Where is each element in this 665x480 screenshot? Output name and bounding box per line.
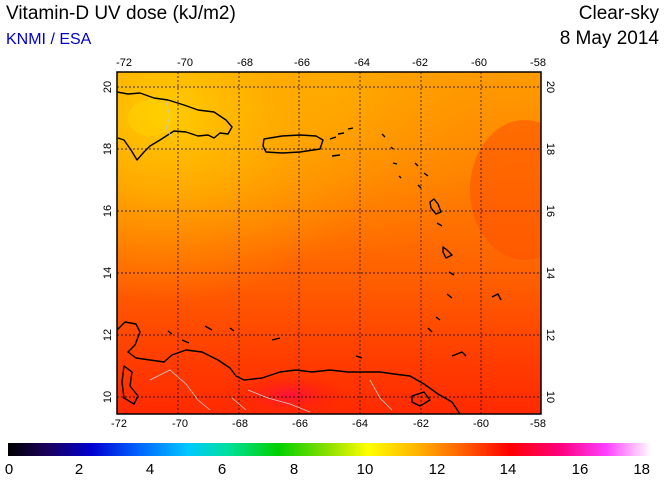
lat-ticks-left: 10 12 14 16 18 20 — [102, 81, 114, 403]
gridlines — [117, 72, 541, 414]
date-label: 8 May 2014 — [559, 28, 659, 49]
sky-condition-label: Clear-sky — [578, 3, 659, 24]
lon-tick-bottom: -60 — [473, 418, 489, 430]
colorbar-tick: 4 — [146, 461, 154, 478]
colorbar-tick: 8 — [290, 461, 298, 478]
south-america-coast — [117, 321, 461, 414]
lon-tick-bottom: -64 — [352, 418, 368, 430]
lon-tick-top: -70 — [177, 57, 193, 69]
colorbar-tick: 18 — [633, 461, 650, 478]
aruba-curacao — [167, 325, 235, 344]
lat-tick-right: 14 — [544, 267, 556, 279]
lat-tick-right: 16 — [544, 205, 556, 217]
coastlines — [117, 91, 502, 414]
lon-ticks-top: -72 -70 -68 -66 -64 -62 -60 -58 — [116, 57, 546, 69]
lon-ticks-bottom: -72 -70 -68 -66 -64 -62 -60 -58 — [111, 418, 546, 430]
lat-tick-right: 20 — [544, 81, 556, 93]
lat-ticks-right: 10 12 14 16 18 20 — [544, 81, 556, 403]
lon-tick-bottom: -70 — [172, 418, 188, 430]
lake-maracaibo — [121, 365, 139, 405]
lon-tick-top: -64 — [354, 57, 370, 69]
colorbar-tick: 6 — [218, 461, 226, 478]
organization-label: KNMI / ESA — [6, 31, 92, 48]
puerto-rico-coast — [262, 134, 324, 154]
colorbar-tick: 10 — [357, 461, 374, 478]
lon-tick-bottom: -58 — [530, 418, 546, 430]
lon-tick-top: -60 — [471, 57, 487, 69]
colorbar-ticks: 0 2 4 6 8 10 12 14 16 18 — [5, 461, 650, 478]
lat-tick-left: 20 — [102, 81, 114, 93]
lon-tick-top: -68 — [237, 57, 253, 69]
lon-tick-bottom: -62 — [413, 418, 429, 430]
hispaniola-coast — [117, 91, 233, 161]
lat-tick-left: 12 — [102, 329, 114, 341]
lon-tick-top: -58 — [530, 57, 546, 69]
lat-tick-right: 12 — [544, 329, 556, 341]
lon-tick-bottom: -72 — [111, 418, 127, 430]
colorbar-tick: 0 — [5, 461, 13, 478]
lon-tick-bottom: -66 — [292, 418, 308, 430]
lat-tick-left: 14 — [102, 267, 114, 279]
colorbar-tick: 14 — [500, 461, 517, 478]
lat-tick-left: 16 — [102, 205, 114, 217]
map-frame — [116, 71, 542, 415]
uv-dose-field — [117, 72, 541, 414]
lon-tick-bottom: -68 — [232, 418, 248, 430]
map-title: Vitamin-D UV dose (kJ/m2) — [6, 3, 236, 24]
lat-tick-left: 10 — [102, 391, 114, 403]
colorbar — [8, 443, 651, 456]
lat-tick-right: 10 — [544, 391, 556, 403]
margarita-trinidad — [271, 337, 467, 407]
colorbar-tick: 16 — [572, 461, 589, 478]
lat-tick-left: 18 — [102, 143, 114, 155]
lesser-antilles-islands — [381, 133, 502, 333]
virgin-islands — [329, 127, 354, 157]
lon-tick-top: -66 — [294, 57, 310, 69]
lon-tick-top: -62 — [412, 57, 428, 69]
country-borders — [149, 101, 393, 413]
lon-tick-top: -72 — [116, 57, 132, 69]
colorbar-tick: 2 — [75, 461, 83, 478]
lat-tick-right: 18 — [544, 143, 556, 155]
colorbar-tick: 12 — [429, 461, 446, 478]
